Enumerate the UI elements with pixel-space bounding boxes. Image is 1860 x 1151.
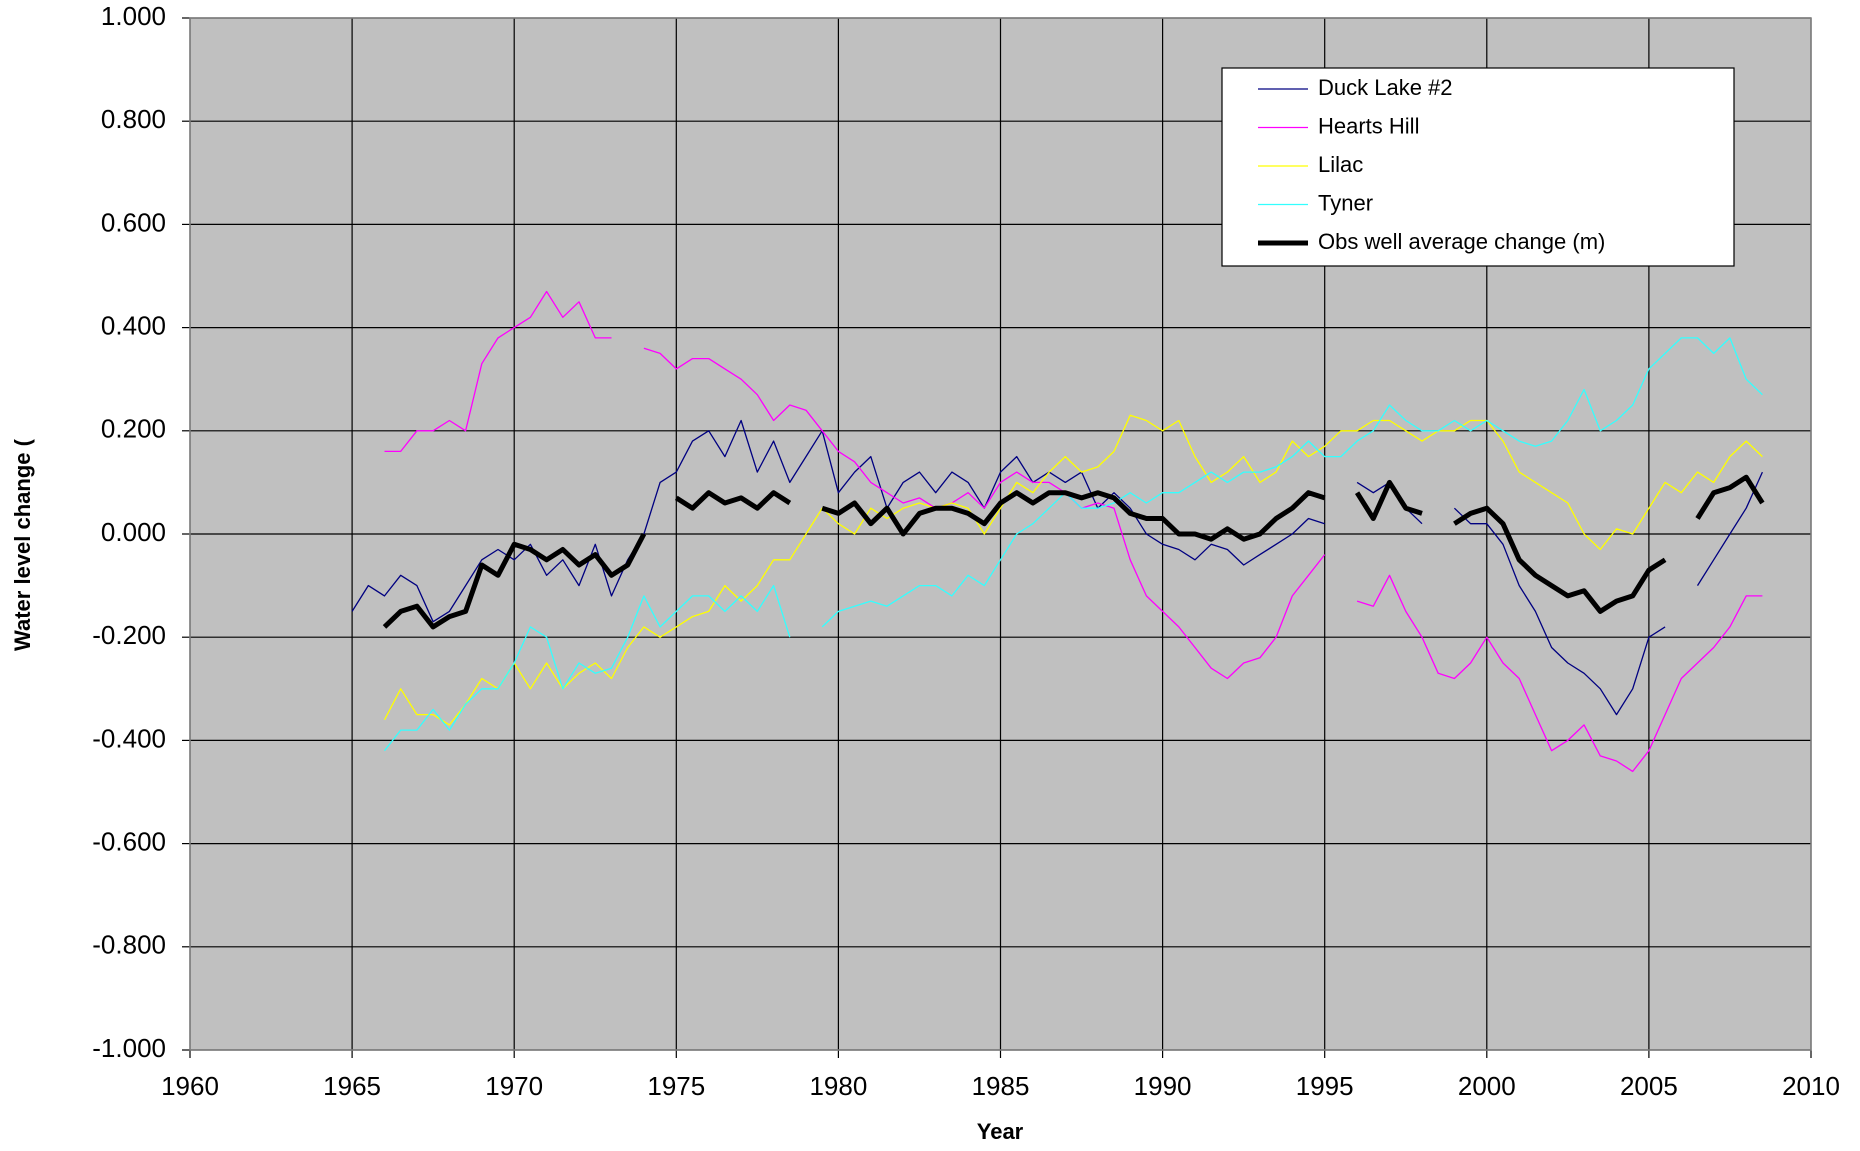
y-tick-label: 0.400 — [101, 310, 166, 340]
legend-label: Obs well average change (m) — [1318, 229, 1605, 254]
y-tick-label: 0.600 — [101, 207, 166, 237]
y-tick-label: -0.800 — [92, 930, 166, 960]
x-tick-label: 1965 — [323, 1071, 381, 1101]
x-tick-label: 1995 — [1296, 1071, 1354, 1101]
series-line — [383, 414, 1763, 726]
x-tick-label: 1985 — [972, 1071, 1030, 1101]
y-tick-label: -1.000 — [92, 1033, 166, 1063]
legend-label: Hearts Hill — [1318, 113, 1419, 138]
legend-label: Tyner — [1318, 190, 1373, 215]
legend-label: Lilac — [1318, 152, 1363, 177]
legend-box — [1221, 67, 1735, 267]
y-tick-label: -0.400 — [92, 723, 166, 753]
x-tick-label: 2010 — [1782, 1071, 1840, 1101]
plot-border — [189, 17, 1812, 1051]
x-tick-label: 1990 — [1134, 1071, 1192, 1101]
y-tick-label: 0.200 — [101, 414, 166, 444]
y-tick-label: -0.200 — [92, 620, 166, 650]
x-tick-label: 2005 — [1620, 1071, 1678, 1101]
y-tick-label: 0.000 — [101, 517, 166, 547]
x-tick-label: 1960 — [161, 1071, 219, 1101]
y-axis-title: Water level change ( — [10, 438, 35, 651]
x-tick-label: 1970 — [485, 1071, 543, 1101]
x-tick-label: 1975 — [647, 1071, 705, 1101]
x-tick-label: 1980 — [809, 1071, 867, 1101]
series-line — [383, 337, 1763, 752]
series-line — [384, 290, 1763, 773]
y-tick-label: 0.800 — [101, 104, 166, 134]
x-tick-label: 2000 — [1458, 1071, 1516, 1101]
x-axis-title: Year — [977, 1119, 1024, 1144]
series-line — [382, 474, 1765, 630]
legend-label: Duck Lake #2 — [1318, 75, 1453, 100]
y-tick-label: -0.600 — [92, 826, 166, 856]
legend: Duck Lake #2 Hearts Hill Lilac Tyner Obs wel… — [1221, 67, 1735, 267]
y-tick-label: 1.000 — [101, 1, 166, 31]
